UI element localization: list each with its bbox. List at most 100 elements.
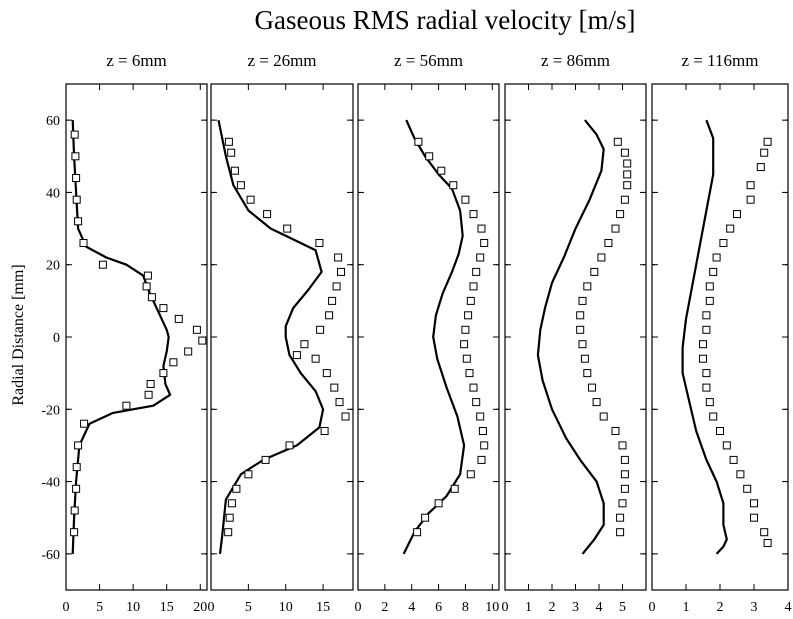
data-point	[147, 293, 156, 302]
panel-frame	[651, 83, 789, 591]
data-point	[74, 441, 83, 450]
x-tick-label: 0	[63, 600, 70, 615]
data-point	[413, 528, 422, 537]
data-point	[583, 282, 592, 291]
data-point	[746, 181, 755, 190]
data-point	[232, 484, 241, 493]
data-point	[142, 282, 151, 291]
data-point	[616, 513, 625, 522]
data-point	[477, 224, 486, 233]
data-point	[414, 137, 423, 146]
data-point	[80, 419, 89, 428]
data-point	[70, 528, 79, 537]
data-point	[478, 427, 487, 435]
model-curve	[71, 120, 172, 554]
data-point	[733, 210, 741, 219]
data-point	[611, 427, 620, 435]
data-point	[618, 441, 627, 450]
panel-5: z = 116mm 0 1 2 3 4	[649, 51, 792, 615]
x-tick-label: 2	[381, 600, 388, 615]
data-point	[480, 239, 489, 247]
y-tick-label: 20	[46, 259, 60, 274]
data-point	[159, 304, 168, 313]
panel-title: z = 116mm	[682, 51, 759, 70]
data-point	[623, 181, 632, 190]
data-point	[263, 210, 272, 219]
x-tick-label: 20	[193, 600, 207, 615]
x-tick-label: 10	[485, 600, 499, 615]
data-point	[425, 152, 434, 161]
y-tick-label: -60	[41, 548, 60, 563]
x-tick-label: 0	[208, 600, 215, 615]
data-point	[246, 195, 255, 204]
data-point	[449, 181, 458, 190]
data-point	[756, 163, 765, 172]
x-tick-label: 10	[126, 600, 140, 615]
data-point	[469, 210, 478, 219]
data-point	[322, 369, 331, 378]
y-tick-label: -20	[41, 403, 60, 418]
data-point	[224, 137, 233, 146]
y-tick-label: 60	[46, 114, 60, 129]
data-point	[709, 267, 718, 276]
data-point	[434, 499, 443, 508]
data-point	[476, 412, 485, 421]
data-point	[421, 513, 430, 522]
data-point	[746, 195, 755, 204]
model-curve	[536, 119, 605, 555]
data-point	[292, 351, 301, 360]
panel-3: z = 56mm 0 2 4 6 8 10	[355, 51, 500, 615]
data-point	[311, 354, 320, 363]
data-point	[300, 340, 309, 349]
data-point	[623, 159, 632, 168]
data-point	[620, 455, 629, 464]
data-point	[227, 148, 236, 157]
data-point	[716, 427, 724, 435]
data-point	[472, 398, 481, 407]
data-point	[144, 390, 153, 399]
data-point	[618, 499, 627, 508]
data-point	[72, 195, 81, 204]
data-point	[72, 484, 81, 493]
x-tick-label: 1	[683, 600, 690, 615]
data-point	[315, 239, 324, 247]
data-point	[620, 470, 629, 479]
data-point	[578, 340, 587, 349]
panel-title: z = 26mm	[247, 51, 316, 70]
data-point	[466, 470, 475, 479]
data-point	[469, 383, 478, 392]
data-point	[620, 195, 629, 204]
data-point	[70, 506, 79, 515]
data-point	[227, 499, 236, 508]
data-point	[719, 239, 728, 247]
data-point	[576, 325, 585, 334]
x-tick-label: 3	[572, 600, 579, 615]
x-tick-label: 0	[502, 600, 509, 615]
x-tick-label: 6	[435, 600, 442, 615]
data-point	[337, 267, 345, 276]
data-point	[743, 484, 752, 493]
data-point	[466, 296, 475, 305]
panel-title: z = 86mm	[541, 51, 610, 70]
data-point	[578, 296, 587, 305]
data-point	[763, 137, 772, 146]
data-point	[465, 369, 474, 378]
data-point	[462, 354, 471, 363]
data-point	[335, 398, 344, 407]
x-tick-label: 5	[619, 600, 626, 615]
data-point	[143, 271, 152, 280]
data-point	[71, 152, 80, 161]
data-point	[98, 260, 107, 269]
data-point	[620, 484, 629, 493]
panel-2: z = 26mm 0 5 10 15	[208, 51, 354, 615]
data-point	[79, 239, 88, 247]
data-point	[599, 412, 608, 421]
data-point	[283, 224, 292, 233]
data-point	[604, 239, 613, 247]
data-point	[760, 528, 769, 537]
panel-4: z = 86mm 0 1 2 3 4 5	[502, 51, 647, 615]
data-point	[705, 296, 714, 305]
data-point	[174, 314, 183, 323]
